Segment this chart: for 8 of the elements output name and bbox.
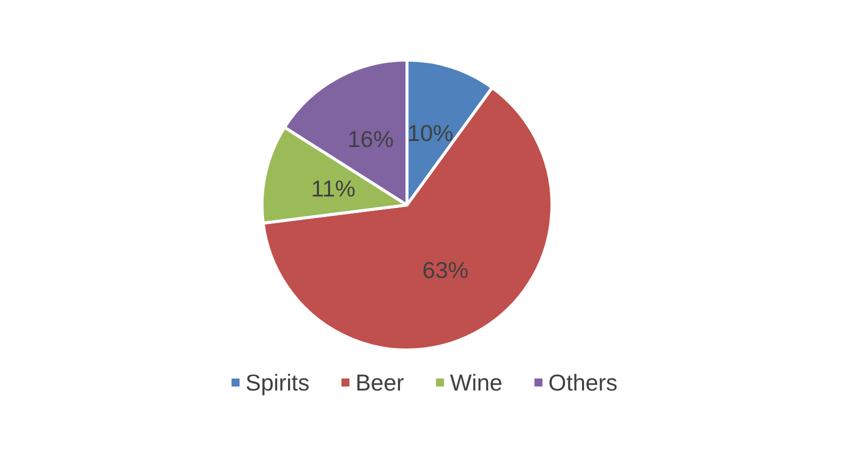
data-label: 10% [407, 120, 454, 146]
legend-label: Beer [355, 370, 404, 396]
data-label: 16% [348, 126, 394, 152]
legend-label: Wine [450, 370, 502, 396]
data-label: 63% [422, 256, 468, 283]
legend-label: Spirits [246, 370, 310, 396]
data-label: 11% [311, 176, 356, 202]
legend-label: Others [548, 370, 618, 396]
